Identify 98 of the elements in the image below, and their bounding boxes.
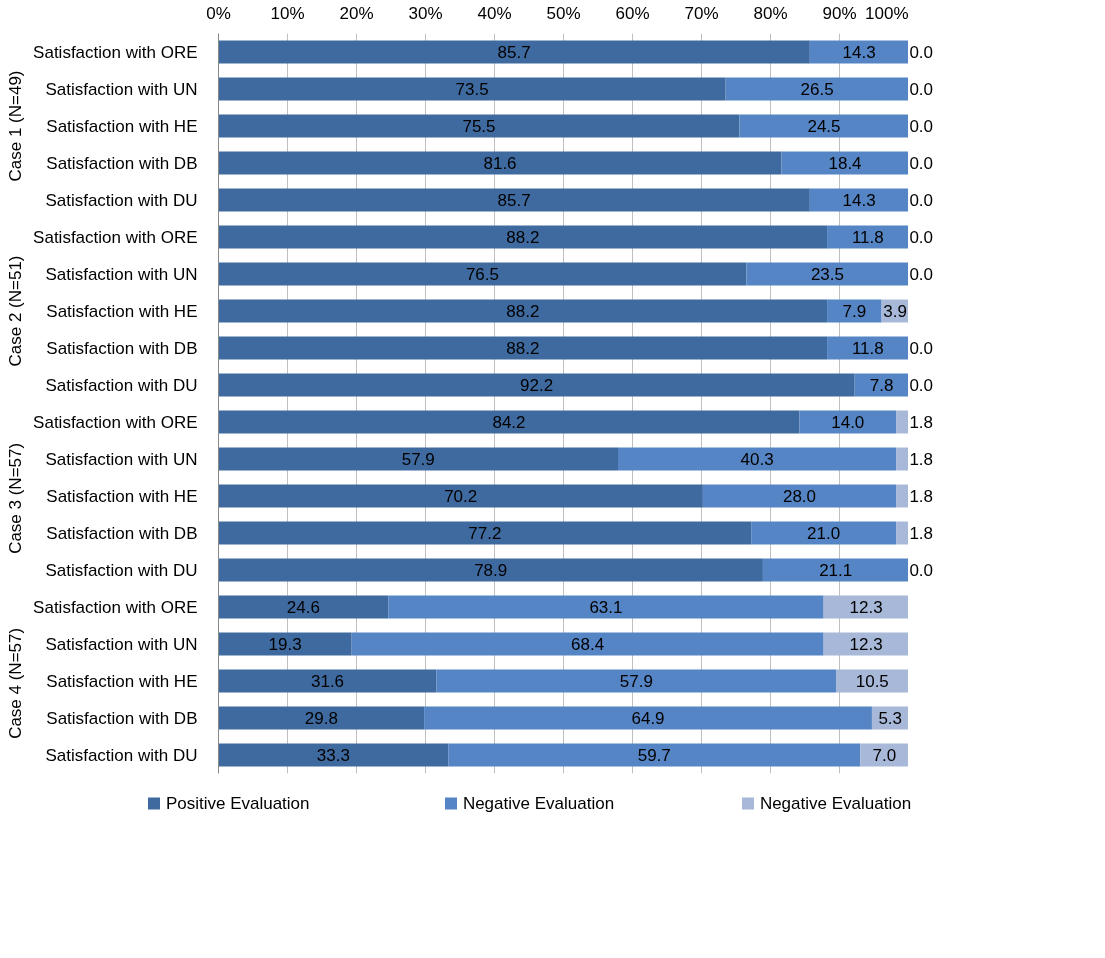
y-tick-label: Satisfaction with DB [46, 708, 198, 728]
data-label: 24.6 [286, 598, 320, 617]
data-label: 1.8 [909, 450, 934, 469]
data-label: 75.5 [462, 117, 496, 136]
data-label: 28.0 [782, 487, 817, 506]
y-tick-label: Satisfaction with HE [46, 486, 198, 506]
x-tick-label: 90% [822, 3, 857, 23]
data-label: 0.0 [909, 561, 934, 580]
y-tick-label: Satisfaction with UN [45, 449, 198, 469]
text: Case 2 (N=51) [6, 255, 25, 367]
data-label: 92.2 [520, 376, 554, 395]
data-label: 3.9 [883, 302, 907, 321]
y-tick-label: Satisfaction with DU [45, 560, 198, 580]
data-label: 31.6 [310, 672, 345, 691]
data-label: 85.7 [497, 191, 531, 210]
y-tick-label: Satisfaction with DB [46, 523, 198, 543]
data-label: 59.7 [637, 746, 671, 765]
data-label: 29.8 [304, 709, 338, 728]
data-label: 7.9 [842, 302, 867, 321]
data-label: 24.5 [807, 117, 841, 136]
y-tick-label: Satisfaction with UN [45, 634, 198, 654]
data-label: 0.0 [909, 376, 934, 395]
y-tick-label: Satisfaction with UN [45, 79, 198, 99]
data-label: 68.4 [571, 635, 605, 654]
text: Case 1 (N=49) [6, 70, 25, 182]
data-label: 64.9 [631, 709, 665, 728]
y-tick-label: Satisfaction with ORE [33, 597, 198, 617]
data-label: 1.8 [909, 487, 934, 506]
y-tick-label: Satisfaction with DB [46, 153, 198, 173]
x-tick-label: 10% [270, 3, 305, 23]
data-label: 14.0 [831, 413, 865, 432]
data-label: 78.9 [474, 561, 508, 580]
x-tick-label: 60% [615, 3, 650, 23]
y-tick-label: Satisfaction with ORE [33, 42, 198, 62]
x-tick-label: 20% [339, 3, 374, 23]
data-label: 11.8 [851, 339, 884, 358]
data-label: 63.1 [589, 598, 623, 617]
legend-label: Negative Evaluation [462, 794, 615, 813]
text: Case 4 (N=57) [6, 627, 25, 739]
data-label: 21.1 [819, 561, 853, 580]
data-label: 12.3 [849, 635, 883, 654]
data-label: 7.0 [872, 746, 897, 765]
data-label: 0.0 [909, 228, 934, 247]
data-label: 40.3 [740, 450, 774, 469]
x-tick-label: 50% [546, 3, 581, 23]
data-label: 1.8 [909, 413, 934, 432]
data-label: 0.0 [909, 265, 934, 284]
data-label: 70.2 [444, 487, 478, 506]
y-tick-label: Satisfaction with ORE [33, 412, 198, 432]
data-label: 14.3 [842, 43, 876, 62]
data-label: 23.5 [810, 265, 844, 284]
data-label: 14.3 [842, 191, 876, 210]
y-tick-label: Satisfaction with DU [45, 190, 198, 210]
data-label: 57.9 [401, 450, 435, 469]
data-label: 88.2 [506, 339, 540, 358]
x-tick-label: 100% [865, 3, 909, 23]
data-label: 81.6 [483, 154, 517, 173]
x-tick-label: 0% [206, 3, 231, 23]
data-label: 33.3 [316, 746, 350, 765]
data-label: 76.5 [465, 265, 499, 284]
data-label: 0.0 [909, 43, 934, 62]
data-label: 18.4 [828, 154, 862, 173]
data-label: 19.3 [268, 635, 302, 654]
text: Case 3 (N=57) [6, 442, 25, 554]
data-label: 10.5 [855, 672, 889, 691]
data-label: 77.2 [468, 524, 502, 543]
data-label: 21.0 [807, 524, 841, 543]
y-tick-label: Satisfaction with HE [46, 301, 198, 321]
data-label: 0.0 [909, 117, 934, 136]
x-tick-label: 30% [408, 3, 443, 23]
x-tick-label: 40% [477, 3, 512, 23]
y-tick-label: Satisfaction with HE [46, 671, 198, 691]
y-tick-label: Satisfaction with DU [45, 745, 198, 765]
data-label: 85.7 [497, 43, 531, 62]
x-tick-label: 80% [753, 3, 788, 23]
data-label: 11.8 [851, 228, 884, 247]
data-label: 12.3 [849, 598, 883, 617]
data-label: 7.8 [869, 376, 894, 395]
data-label: 88.2 [506, 302, 540, 321]
data-label: 0.0 [909, 154, 934, 173]
data-label: 0.0 [909, 339, 934, 358]
data-label: 57.9 [619, 672, 653, 691]
data-label: 84.2 [492, 413, 526, 432]
y-tick-label: Satisfaction with DU [45, 375, 198, 395]
data-label: 5.3 [878, 709, 903, 728]
y-tick-label: Satisfaction with ORE [33, 227, 198, 247]
data-label: 26.5 [800, 80, 834, 99]
data-label: 0.0 [909, 191, 934, 210]
legend-label: Positive Evaluation [165, 794, 310, 813]
data-label: 73.5 [455, 80, 489, 99]
y-tick-label: Satisfaction with HE [46, 116, 198, 136]
data-label: 1.8 [909, 524, 934, 543]
data-label: 0.0 [909, 80, 934, 99]
x-tick-label: 70% [684, 3, 719, 23]
y-tick-label: Satisfaction with DB [46, 338, 198, 358]
legend-label: Negative Evaluation [759, 794, 912, 813]
data-label: 88.2 [506, 228, 540, 247]
y-tick-label: Satisfaction with UN [45, 264, 198, 284]
